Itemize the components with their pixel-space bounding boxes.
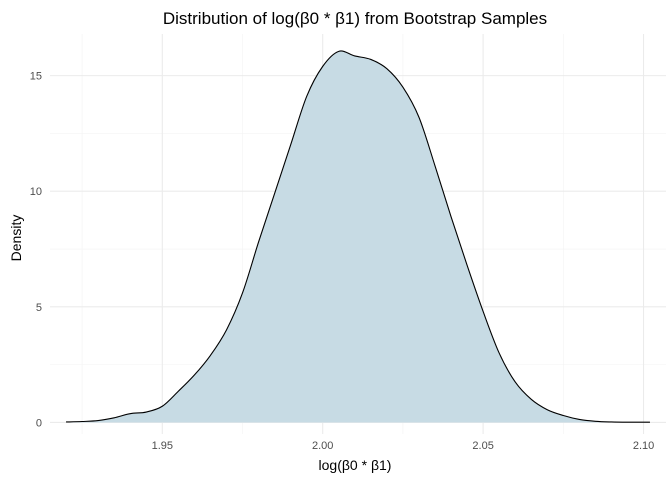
x-axis-ticks: 1.95 2.00 2.05 2.10 <box>152 440 655 452</box>
density-area <box>66 50 650 423</box>
y-axis-ticks: 0 5 10 15 <box>30 71 42 430</box>
x-axis-title: log(β0 * β1) <box>319 457 392 473</box>
y-tick-label: 15 <box>30 71 42 83</box>
chart-title: Distribution of log(β0 * β1) from Bootst… <box>163 9 547 28</box>
x-tick-label: 2.05 <box>472 440 493 452</box>
y-axis-title: Density <box>8 215 24 262</box>
y-tick-label: 10 <box>30 186 42 198</box>
x-tick-label: 2.00 <box>312 440 333 452</box>
x-tick-label: 2.10 <box>633 440 654 452</box>
x-tick-label: 1.95 <box>152 440 173 452</box>
y-tick-label: 5 <box>36 302 42 314</box>
density-line <box>66 50 650 423</box>
y-tick-label: 0 <box>36 417 42 429</box>
